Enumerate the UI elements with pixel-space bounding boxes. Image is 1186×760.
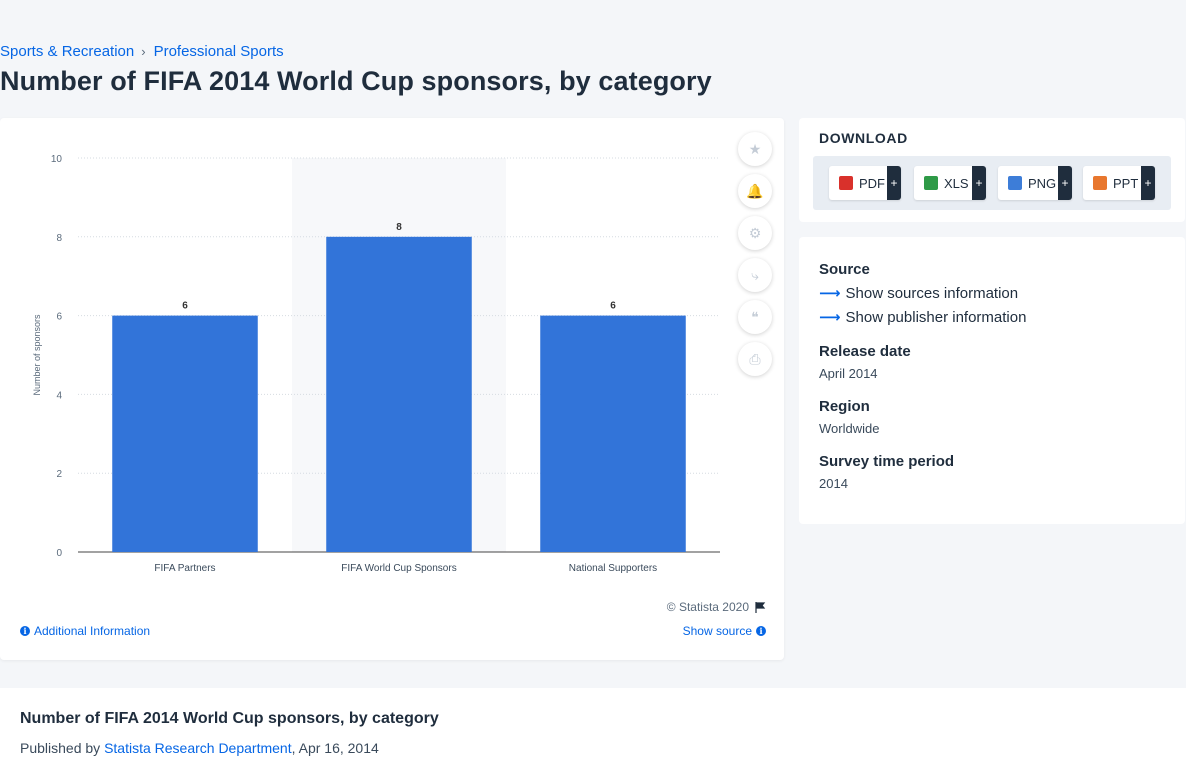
download-pdf-plus[interactable]: +: [887, 166, 901, 200]
chart-tools: ★ 🔔 ⚙ ⤷ ❝ ⎙: [738, 132, 772, 384]
data-label: 8: [396, 222, 402, 233]
favorite-button[interactable]: ★: [738, 132, 772, 166]
arrow-right-icon: ⟶: [819, 285, 841, 302]
survey-period-heading: Survey time period: [819, 453, 955, 470]
breadcrumb-professional-sports[interactable]: Professional Sports: [153, 43, 284, 60]
statistic-details: Source ⟶ Show sources information ⟶ Show…: [799, 237, 1185, 524]
y-tick-label: 6: [56, 312, 62, 323]
region-heading: Region: [819, 398, 870, 415]
download-ppt-button[interactable]: PPT +: [1083, 166, 1155, 200]
notification-button[interactable]: 🔔: [738, 174, 772, 208]
download-png-label: PNG: [1028, 175, 1057, 191]
publisher-link[interactable]: Statista Research Department: [104, 740, 292, 756]
bar-1: [326, 236, 472, 553]
cite-button[interactable]: ❝: [738, 300, 772, 334]
bell-icon: 🔔: [746, 182, 764, 199]
download-pdf-button[interactable]: PDF +: [829, 166, 901, 200]
x-tick-label: FIFA Partners: [154, 563, 215, 574]
show-sources-link[interactable]: ⟶ Show sources information: [819, 284, 1019, 303]
source-heading: Source: [819, 261, 870, 278]
survey-period-value: 2014: [819, 476, 848, 491]
quote-icon: ❝: [751, 308, 759, 325]
download-ppt-plus[interactable]: +: [1141, 166, 1155, 200]
breadcrumb-separator: ›: [141, 44, 146, 59]
description-card: Number of FIFA 2014 World Cup sponsors, …: [0, 688, 1186, 760]
published-by-label: Published by: [20, 740, 105, 756]
x-tick-label: National Supporters: [569, 563, 657, 574]
gear-icon: ⚙: [748, 224, 762, 241]
download-png-plus[interactable]: +: [1058, 166, 1072, 200]
download-png-button[interactable]: PNG +: [998, 166, 1072, 200]
download-pdf-label: PDF: [859, 175, 885, 191]
star-icon: ★: [748, 140, 762, 157]
info-icon: i: [756, 626, 766, 636]
page-title: Number of FIFA 2014 World Cup sponsors, …: [0, 66, 712, 96]
y-tick-label: 10: [51, 154, 63, 165]
download-xls-button[interactable]: XLS +: [914, 166, 986, 200]
pdf-file-icon: [839, 176, 853, 190]
download-buttons: PDF + XLS + PNG + PPT +: [813, 156, 1171, 210]
copyright: © Statista 2020: [667, 600, 766, 614]
release-date-value: April 2014: [819, 366, 878, 381]
xls-file-icon: [924, 176, 938, 190]
download-xls-label: XLS: [944, 175, 969, 191]
chart-card: 0 2 4 6 8 10 Number of sponsors 6 FIFA Partners 8…: [0, 118, 784, 660]
y-tick-label: 8: [56, 233, 62, 244]
top-bar: [0, 0, 1186, 30]
release-date-heading: Release date: [819, 343, 911, 360]
ppt-file-icon: [1093, 176, 1107, 190]
y-tick-label: 0: [56, 548, 62, 559]
region-value: Worldwide: [819, 421, 880, 436]
publish-date: , Apr 16, 2014: [291, 740, 379, 756]
data-label: 6: [610, 301, 616, 312]
share-button[interactable]: ⤷: [738, 258, 772, 292]
arrow-right-icon: ⟶: [819, 309, 841, 326]
published-by: Published by Statista Research Departmen…: [20, 740, 379, 756]
show-publisher-label: Show publisher information: [845, 308, 1027, 326]
additional-information-label: Additional Information: [34, 624, 151, 638]
print-button[interactable]: ⎙: [738, 342, 772, 376]
share-icon: ⤷: [751, 266, 759, 283]
info-icon: i: [20, 626, 30, 636]
breadcrumb-sports-recreation[interactable]: Sports & Recreation: [0, 43, 135, 60]
png-file-icon: [1008, 176, 1022, 190]
y-tick-label: 4: [56, 390, 62, 401]
show-publisher-link[interactable]: ⟶ Show publisher information: [819, 308, 1027, 327]
breadcrumb: Sports & Recreation › Professional Sport…: [0, 43, 284, 60]
description-title: Number of FIFA 2014 World Cup sponsors, …: [20, 710, 439, 727]
download-card: DOWNLOAD PDF + XLS + PNG + PPT +: [799, 118, 1185, 222]
bar-chart: 0 2 4 6 8 10 Number of sponsors 6 FIFA Partners 8…: [32, 154, 720, 574]
show-source-label: Show source: [682, 624, 752, 638]
flag-icon[interactable]: [755, 601, 766, 613]
print-icon: ⎙: [749, 350, 761, 367]
show-source-link[interactable]: Show source i: [683, 624, 766, 638]
download-xls-plus[interactable]: +: [972, 166, 986, 200]
additional-information-link[interactable]: i Additional Information: [20, 624, 150, 638]
x-tick-label: FIFA World Cup Sponsors: [341, 563, 456, 574]
download-ppt-label: PPT: [1113, 175, 1139, 191]
copyright-text: © Statista 2020: [666, 600, 749, 614]
settings-button[interactable]: ⚙: [738, 216, 772, 250]
show-sources-label: Show sources information: [845, 284, 1019, 302]
y-axis-label: Number of sponsors: [32, 314, 42, 396]
y-tick-label: 2: [56, 469, 62, 480]
download-title: DOWNLOAD: [819, 130, 908, 146]
bar-0: [112, 315, 258, 552]
bar-2: [540, 315, 686, 552]
data-label: 6: [182, 301, 188, 312]
